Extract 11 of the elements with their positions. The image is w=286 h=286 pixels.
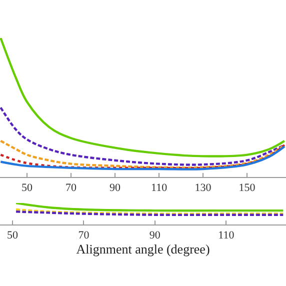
x-tick-label: 70: [78, 230, 90, 242]
x-axis-title: Alignment angle (degree): [76, 242, 210, 257]
x-tick-label: 130: [194, 182, 212, 194]
x-tick-label: 150: [238, 182, 256, 194]
x-tick-label: 70: [66, 182, 78, 194]
x-tick-label: 110: [218, 230, 235, 242]
x-tick-label: 110: [151, 182, 168, 194]
x-tick-label: 50: [22, 182, 34, 194]
x-tick-label: 90: [110, 182, 122, 194]
x-tick-label: 90: [149, 230, 161, 242]
x-tick-label: 50: [6, 230, 18, 242]
